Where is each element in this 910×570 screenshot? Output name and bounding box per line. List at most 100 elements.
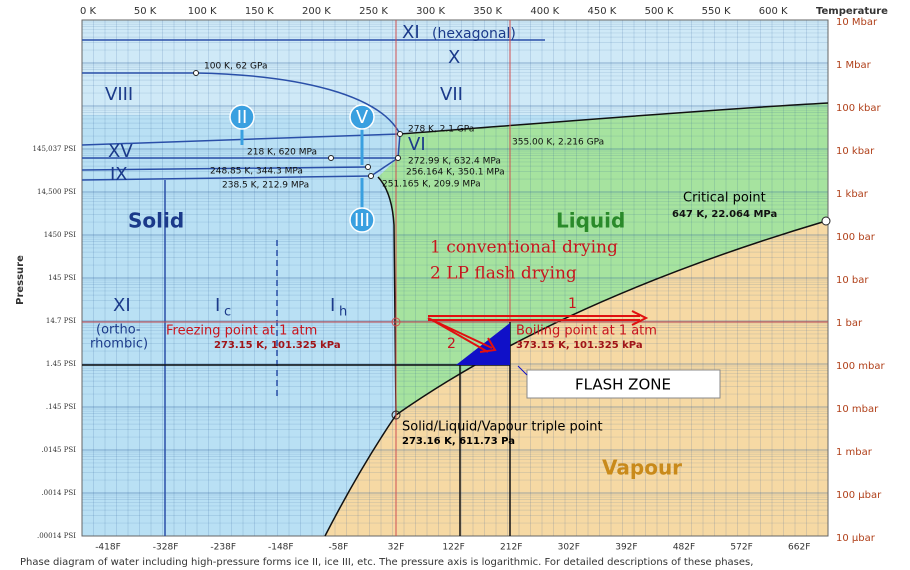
top-tick-label: 400 K [530, 6, 559, 17]
top-tick-label: 500 K [645, 6, 674, 17]
flash-zone-label: FLASH ZONE [575, 376, 671, 394]
bottom-tick-label: 212F [500, 543, 522, 553]
top-axis-title: Temperature [816, 6, 888, 17]
ice-v-marker [349, 104, 375, 130]
region-label: III [354, 210, 370, 231]
right-tick-label: 1 Mbar [836, 60, 872, 71]
right-tick-label: 1 kbar [836, 189, 869, 200]
triple-point [391, 410, 401, 420]
bottom-tick-label: 482F [673, 543, 695, 553]
point-label: 251.165 K, 209.9 MPa [382, 180, 481, 190]
high-pressure-region [82, 20, 828, 115]
right-tick-label: 10 mbar [836, 404, 879, 415]
vapour-boundary [324, 220, 827, 537]
points [193, 70, 831, 420]
region-label: XI [113, 295, 131, 316]
left-tick-label: 14,500 PSI [37, 188, 76, 196]
right-tick-label: 10 µbar [836, 533, 876, 544]
region-label: VII [440, 84, 463, 105]
flash-zone-box [526, 369, 721, 399]
boundary [81, 166, 369, 171]
liquid-region [378, 103, 828, 415]
plot-frame [81, 19, 829, 537]
right-tick-label: 10 bar [836, 275, 869, 286]
region-label: IX [110, 164, 128, 185]
left-tick-label: 1.45 PSI [46, 360, 76, 368]
left-tick-label: 14.7 PSI [46, 317, 76, 325]
region-label: XV [108, 141, 133, 162]
right-tick-label: 1 mbar [836, 447, 873, 458]
region-label: h [339, 305, 347, 320]
point-label: 248.85 K, 344.3 MPa [210, 167, 303, 177]
left-tick-label: 1450 PSI [44, 231, 77, 239]
arrow-2 [427, 317, 497, 353]
method-label: 2 LP flash drying [430, 264, 577, 284]
point-label: 272.99 K, 632.4 MPa [408, 157, 501, 167]
plot-background [82, 20, 828, 536]
critical-value: 647 K, 22.064 MPa [672, 209, 777, 220]
bottom-tick-label: 32F [388, 543, 405, 553]
bottom-tick-label: -238F [210, 543, 236, 553]
axes: 0 K 50 K 100 K 150 K 200 K 250 K 300 K 350 K 400… [33, 6, 886, 553]
point [193, 70, 199, 76]
right-tick-label: 100 bar [836, 232, 876, 243]
top-tick-label: 350 K [473, 6, 502, 17]
melting-line [377, 176, 397, 416]
critical-title: Critical point [683, 191, 766, 206]
ice-ii-marker [229, 104, 255, 130]
ice-iii-marker [349, 207, 375, 233]
region-label: rhombic) [90, 337, 148, 352]
point [365, 164, 371, 170]
freezing-value: 273.15 K, 101.325 kPa [214, 340, 341, 351]
bottom-tick-label: -328F [153, 543, 179, 553]
top-tick-label: 50 K [134, 6, 157, 17]
arrow-label: 2 [447, 336, 456, 352]
arrow-label: 1 [568, 296, 577, 312]
region-label: Solid [128, 209, 184, 233]
boiling-value: 373.15 K, 101.325 kPa [516, 340, 643, 351]
boundaries [81, 20, 829, 537]
right-tick-label: 1 bar [836, 318, 863, 329]
right-tick-label: 100 µbar [836, 490, 882, 501]
point [397, 131, 403, 137]
top-tick-label: 0 K [80, 6, 97, 17]
boundary [81, 175, 372, 181]
region-label: XI [402, 22, 420, 43]
bottom-tick-label: 572F [730, 543, 752, 553]
left-tick-label: .0145 PSI [41, 446, 76, 454]
right-tick-label: 100 mbar [836, 361, 885, 372]
right-tick-label: 100 kbar [836, 103, 882, 114]
top-tick-label: 200 K [302, 6, 331, 17]
method-label: 1 conventional drying [430, 238, 618, 258]
region-label: I [330, 295, 335, 316]
left-tick-label: .0014 PSI [41, 489, 76, 497]
point-label: 256.164 K, 350.1 MPa [406, 168, 505, 178]
region-label: Liquid [556, 209, 625, 233]
caption: Phase diagram of water including high-pr… [20, 557, 753, 568]
bottom-tick-label: 302F [558, 543, 580, 553]
region-label: (hexagonal) [432, 26, 516, 42]
boiling-title: Boiling point at 1 atm [516, 324, 657, 339]
vii-boundary [399, 102, 829, 135]
right-tick-label: 10 kbar [836, 146, 875, 157]
left-tick-label: 145 PSI [48, 274, 76, 282]
triple-title: Solid/Liquid/Vapour triple point [402, 420, 603, 435]
region-label: VI [408, 134, 426, 155]
freezing-title: Freezing point at 1 atm [166, 324, 317, 339]
region-label: c [224, 305, 231, 320]
top-tick-label: 450 K [587, 6, 616, 17]
top-tick-label: 150 K [245, 6, 274, 17]
right-tick-label: 10 Mbar [836, 17, 878, 28]
left-tick-label: .145 PSI [46, 403, 76, 411]
critical-point [821, 216, 831, 226]
top-tick-label: 600 K [759, 6, 788, 17]
region-label: VIII [105, 84, 133, 105]
region-label: I [215, 295, 220, 316]
point-label: 100 K, 62 GPa [204, 62, 268, 72]
region-label: X [448, 47, 460, 68]
region-label: (ortho- [96, 323, 141, 338]
triple-value: 273.16 K, 611.73 Pa [402, 436, 515, 447]
flash-pointer [517, 365, 528, 376]
bottom-tick-label: -148F [268, 543, 294, 553]
